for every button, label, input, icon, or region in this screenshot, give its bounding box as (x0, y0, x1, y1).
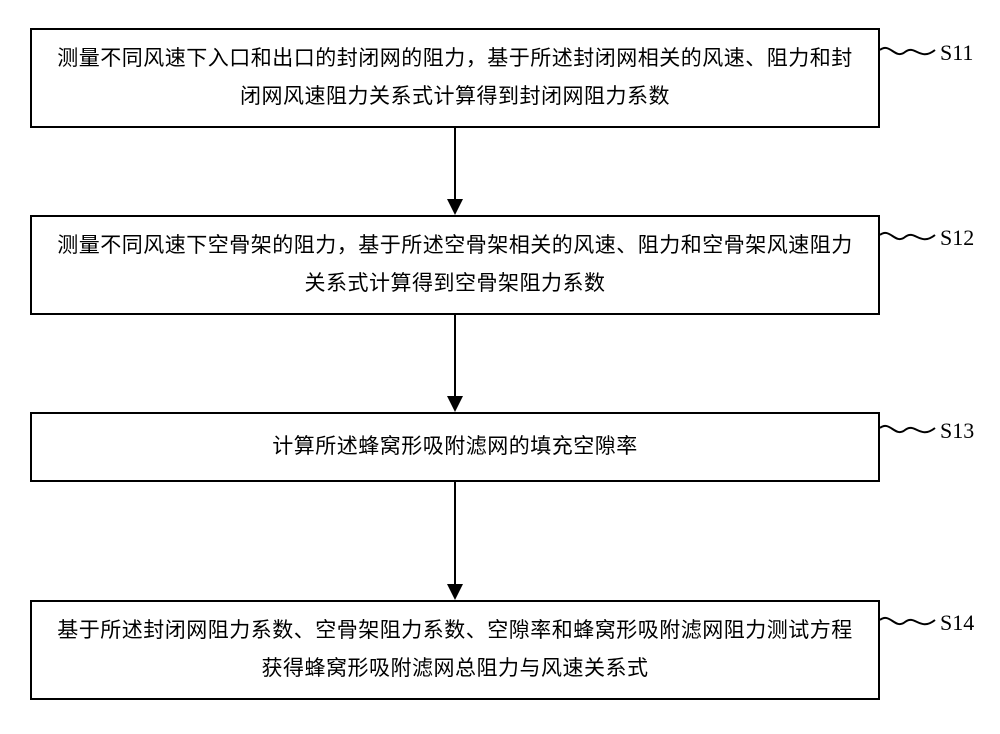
step-text-s12: 测量不同风速下空骨架的阻力，基于所述空骨架相关的风速、阻力和空骨架风速阻力关系式… (52, 227, 858, 303)
connector-s14 (880, 610, 940, 640)
connector-s13 (880, 418, 940, 448)
arrow-head-s12-s13 (447, 396, 463, 412)
arrow-head-s13-s14 (447, 584, 463, 600)
step-label-s12: S12 (940, 225, 974, 251)
arrow-s13-s14 (454, 482, 456, 584)
step-label-s11: S11 (940, 40, 973, 66)
step-box-s12: 测量不同风速下空骨架的阻力，基于所述空骨架相关的风速、阻力和空骨架风速阻力关系式… (30, 215, 880, 315)
arrow-head-s11-s12 (447, 199, 463, 215)
step-label-s13: S13 (940, 418, 974, 444)
connector-s11 (880, 40, 940, 70)
flowchart-canvas: 测量不同风速下入口和出口的封闭网的阻力，基于所述封闭网相关的风速、阻力和封闭网风… (0, 0, 1000, 734)
connector-s12 (880, 225, 940, 255)
step-text-s11: 测量不同风速下入口和出口的封闭网的阻力，基于所述封闭网相关的风速、阻力和封闭网风… (52, 40, 858, 116)
step-label-s14: S14 (940, 610, 974, 636)
arrow-s12-s13 (454, 315, 456, 396)
step-box-s13: 计算所述蜂窝形吸附滤网的填充空隙率 (30, 412, 880, 482)
step-text-s13: 计算所述蜂窝形吸附滤网的填充空隙率 (272, 428, 638, 466)
step-box-s14: 基于所述封闭网阻力系数、空骨架阻力系数、空隙率和蜂窝形吸附滤网阻力测试方程获得蜂… (30, 600, 880, 700)
arrow-s11-s12 (454, 128, 456, 199)
step-text-s14: 基于所述封闭网阻力系数、空骨架阻力系数、空隙率和蜂窝形吸附滤网阻力测试方程获得蜂… (52, 612, 858, 688)
step-box-s11: 测量不同风速下入口和出口的封闭网的阻力，基于所述封闭网相关的风速、阻力和封闭网风… (30, 28, 880, 128)
